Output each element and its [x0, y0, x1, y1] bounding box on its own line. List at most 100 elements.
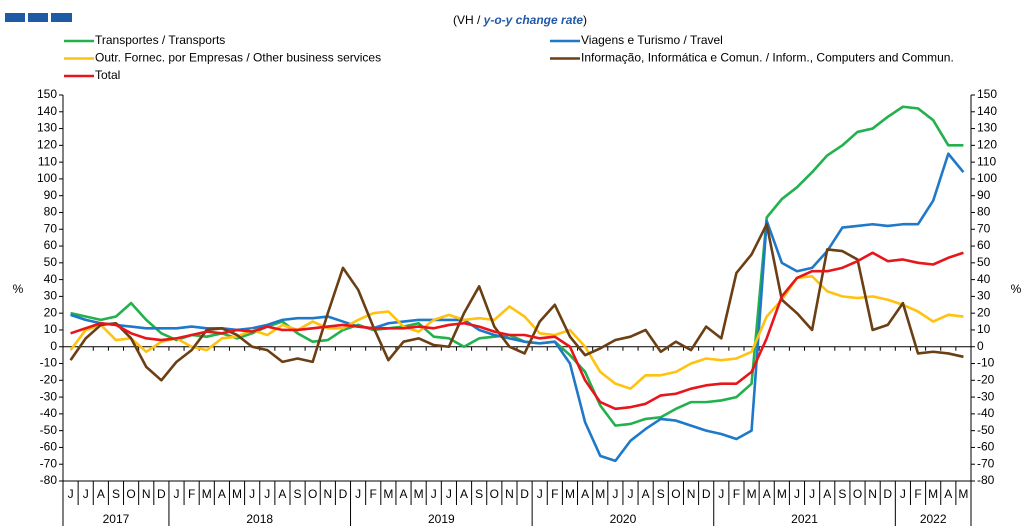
- y2-tick-label: 60: [977, 238, 991, 252]
- x-tick-label: S: [838, 487, 846, 501]
- x-tick-label: N: [142, 487, 151, 501]
- series-line: [70, 152, 965, 463]
- legend-label: Total: [95, 68, 120, 82]
- y-axis-label: %: [13, 282, 24, 296]
- x-tick-label: F: [370, 487, 377, 501]
- y-tick-label: 10: [44, 322, 58, 336]
- y-tick-label: 30: [44, 289, 58, 303]
- y2-tick-label: 110: [977, 154, 996, 168]
- x-tick-label: S: [294, 487, 302, 501]
- y2-tick-label: 100: [977, 171, 997, 185]
- y2-tick-label: -80: [977, 473, 995, 487]
- year-label: 2019: [428, 512, 455, 526]
- year-label: 2021: [791, 512, 818, 526]
- y2-tick-label: 140: [977, 104, 997, 118]
- year-label: 2022: [920, 512, 947, 526]
- y2-tick-label: -70: [977, 456, 995, 470]
- x-tick-label: M: [595, 487, 605, 501]
- y2-tick-label: 90: [977, 188, 991, 202]
- x-tick-label: A: [460, 487, 468, 501]
- x-tick-label: O: [308, 487, 317, 501]
- x-tick-label: F: [188, 487, 195, 501]
- x-tick-label: M: [565, 487, 575, 501]
- x-tick-label: J: [628, 487, 634, 501]
- y-tick-label: -50: [40, 423, 58, 437]
- y-tick-label: -60: [40, 440, 58, 454]
- x-tick-label: J: [249, 487, 255, 501]
- x-tick-label: D: [520, 487, 529, 501]
- x-tick-label: M: [383, 487, 393, 501]
- y-tick-label: -80: [40, 473, 58, 487]
- x-tick-label: J: [900, 487, 906, 501]
- y2-tick-label: -20: [977, 372, 995, 386]
- subtitle-part: y-o-y change rate: [483, 13, 584, 27]
- x-tick-label: A: [823, 487, 831, 501]
- x-tick-label: S: [112, 487, 120, 501]
- y2-tick-label: 20: [977, 305, 991, 319]
- y-tick-label: -30: [40, 389, 58, 403]
- y2-tick-label: 150: [977, 87, 997, 101]
- x-tick-label: M: [747, 487, 757, 501]
- y-tick-label: 60: [44, 238, 58, 252]
- y2-tick-label: -10: [977, 356, 995, 370]
- logo-block: [28, 13, 48, 22]
- x-tick-label: A: [642, 487, 650, 501]
- y2-axis-label: %: [1011, 282, 1022, 296]
- y2-tick-label: -30: [977, 389, 995, 403]
- logo-block: [51, 13, 72, 22]
- y-tick-label: 150: [37, 87, 57, 101]
- y2-tick-label: 30: [977, 289, 991, 303]
- x-tick-label: A: [278, 487, 286, 501]
- y2-tick-label: 50: [977, 255, 991, 269]
- chart-subtitle: (VH / y-o-y change rate): [453, 13, 587, 27]
- legend-label: Transportes / Transports: [95, 33, 225, 47]
- x-tick-label: J: [83, 487, 89, 501]
- x-tick-label: D: [339, 487, 348, 501]
- subtitle-part: (VH /: [453, 13, 484, 27]
- x-tick-label: N: [323, 487, 332, 501]
- series-line: [70, 251, 964, 411]
- x-tick-label: M: [202, 487, 212, 501]
- y-tick-label: 120: [37, 138, 57, 152]
- x-tick-label: F: [551, 487, 558, 501]
- x-tick-label: A: [218, 487, 226, 501]
- y2-tick-label: -60: [977, 440, 995, 454]
- x-tick-label: A: [581, 487, 589, 501]
- x-tick-label: M: [777, 487, 787, 501]
- y-tick-label: -10: [40, 356, 58, 370]
- x-tick-label: M: [414, 487, 424, 501]
- y2-tick-label: 70: [977, 221, 991, 235]
- x-tick-label: O: [853, 487, 862, 501]
- y2-tick-label: 0: [977, 339, 984, 353]
- subtitle-part: ): [583, 13, 587, 27]
- x-tick-label: J: [612, 487, 618, 501]
- x-tick-label: J: [809, 487, 815, 501]
- series-line: [70, 105, 964, 427]
- y2-tick-label: -40: [977, 406, 995, 420]
- x-tick-label: J: [431, 487, 437, 501]
- x-tick-label: F: [914, 487, 921, 501]
- x-tick-label: N: [868, 487, 877, 501]
- y2-tick-label: 40: [977, 272, 991, 286]
- y-tick-label: 0: [50, 339, 57, 353]
- x-tick-label: D: [157, 487, 166, 501]
- x-tick-label: J: [537, 487, 543, 501]
- year-label: 2018: [246, 512, 273, 526]
- x-tick-label: J: [718, 487, 724, 501]
- x-tick-label: M: [958, 487, 968, 501]
- series-line: [69, 274, 964, 390]
- x-tick-label: O: [490, 487, 499, 501]
- series-line: [69, 222, 964, 382]
- x-tick-label: J: [355, 487, 361, 501]
- x-tick-label: A: [97, 487, 105, 501]
- y-tick-label: -40: [40, 406, 58, 420]
- y-tick-label: 140: [37, 104, 57, 118]
- x-tick-label: O: [126, 487, 135, 501]
- y-tick-label: 100: [37, 171, 57, 185]
- y2-tick-label: 120: [977, 138, 997, 152]
- year-label: 2020: [610, 512, 637, 526]
- y-tick-label: -20: [40, 372, 58, 386]
- y2-tick-label: -50: [977, 423, 995, 437]
